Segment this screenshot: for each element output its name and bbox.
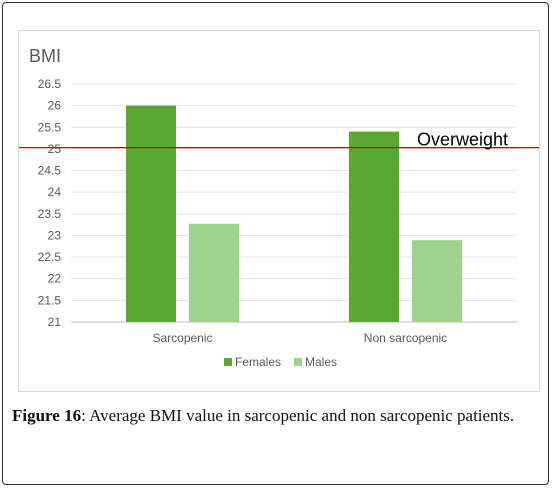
figure-label: Figure 16 — [12, 406, 82, 425]
caption-text: : Average BMI value in sarcopenic and no… — [81, 406, 515, 425]
y-tick-label: 23.5 — [38, 207, 62, 221]
legend-swatch-males — [294, 358, 302, 366]
y-tick-label: 21 — [48, 315, 62, 329]
y-tick-label: 24.5 — [38, 164, 62, 178]
chart-area: BMI 26.5 26 25.5 25 24.5 24 23.5 23 22.5 22 21.5 21 S… — [18, 30, 540, 392]
legend-label-males: Males — [305, 355, 337, 369]
bar-males-0 — [189, 223, 239, 322]
overweight-annotation: Overweight — [417, 130, 508, 150]
y-tick-label: 25.5 — [38, 120, 62, 134]
y-tick-label: 23 — [48, 228, 62, 242]
y-tick-label: 25 — [48, 142, 62, 156]
y-axis-label: BMI — [29, 46, 61, 66]
figure-caption: Figure 16: Average BMI value in sarcopen… — [12, 404, 540, 428]
bar-males-1 — [412, 240, 462, 322]
legend-label-females: Females — [235, 355, 281, 369]
y-tick-label: 26 — [48, 99, 62, 113]
x-tick-label: Non sarcopenic — [364, 331, 447, 345]
legend-swatch-females — [224, 358, 232, 366]
bar-females-0 — [126, 105, 176, 323]
y-tick-label: 22.5 — [38, 250, 62, 264]
bar-females-1 — [349, 131, 399, 322]
y-tick-label: 24 — [48, 185, 62, 199]
x-tick-label: Sarcopenic — [152, 331, 212, 345]
bar-chart: BMI 26.5 26 25.5 25 24.5 24 23.5 23 22.5 22 21.5 21 S… — [19, 46, 539, 369]
y-tick-label: 22 — [48, 272, 62, 286]
y-tick-label: 26.5 — [38, 77, 62, 91]
y-tick-label: 21.5 — [38, 293, 62, 307]
